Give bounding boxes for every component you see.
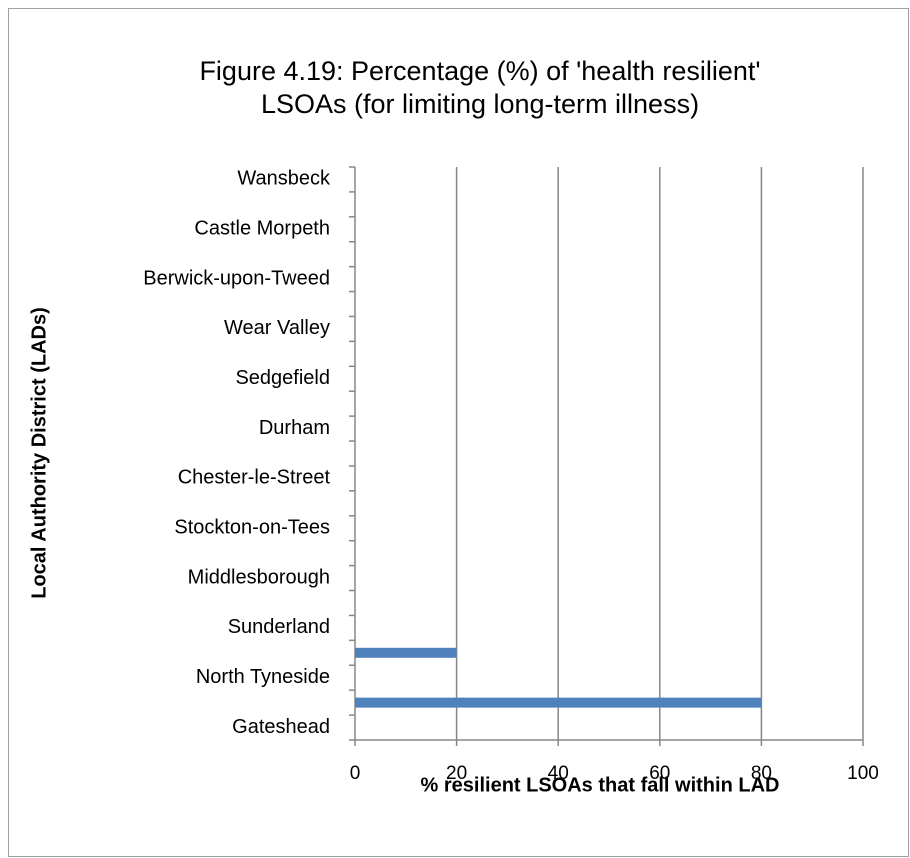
chart-title: LSOAs (for limiting long-term illness) — [261, 89, 699, 119]
chart-title: Figure 4.19: Percentage (%) of 'health r… — [199, 56, 760, 86]
y-tick-label: Sunderland — [228, 616, 330, 638]
y-tick-label: Chester-le-Street — [178, 467, 331, 489]
x-axis-label: % resilient LSOAs that fall within LAD — [421, 774, 780, 796]
x-tick-label: 0 — [350, 763, 361, 784]
x-tick-label: 60 — [649, 763, 670, 784]
y-tick-label: Durham — [259, 417, 330, 439]
x-tick-label: 80 — [751, 763, 772, 784]
y-tick-label: Castle Morpeth — [194, 218, 330, 240]
bar — [355, 697, 762, 708]
y-tick-label: Gateshead — [232, 716, 330, 738]
y-tick-label: Sedgefield — [235, 367, 330, 389]
x-tick-label: 20 — [446, 763, 467, 784]
y-tick-label: Wear Valley — [224, 317, 330, 339]
y-tick-label: Middlesborough — [188, 566, 330, 588]
y-tick-label: Berwick-upon-Tweed — [143, 267, 330, 289]
bar — [355, 647, 457, 658]
y-tick-label: Wansbeck — [237, 168, 331, 190]
y-tick-label: Stockton-on-Tees — [174, 517, 330, 539]
x-tick-label: 40 — [548, 763, 569, 784]
y-axis-label: Local Authority District (LADs) — [28, 307, 50, 599]
chart-border — [8, 8, 909, 857]
x-tick-label: 100 — [847, 763, 879, 784]
y-tick-label: North Tyneside — [196, 666, 330, 688]
